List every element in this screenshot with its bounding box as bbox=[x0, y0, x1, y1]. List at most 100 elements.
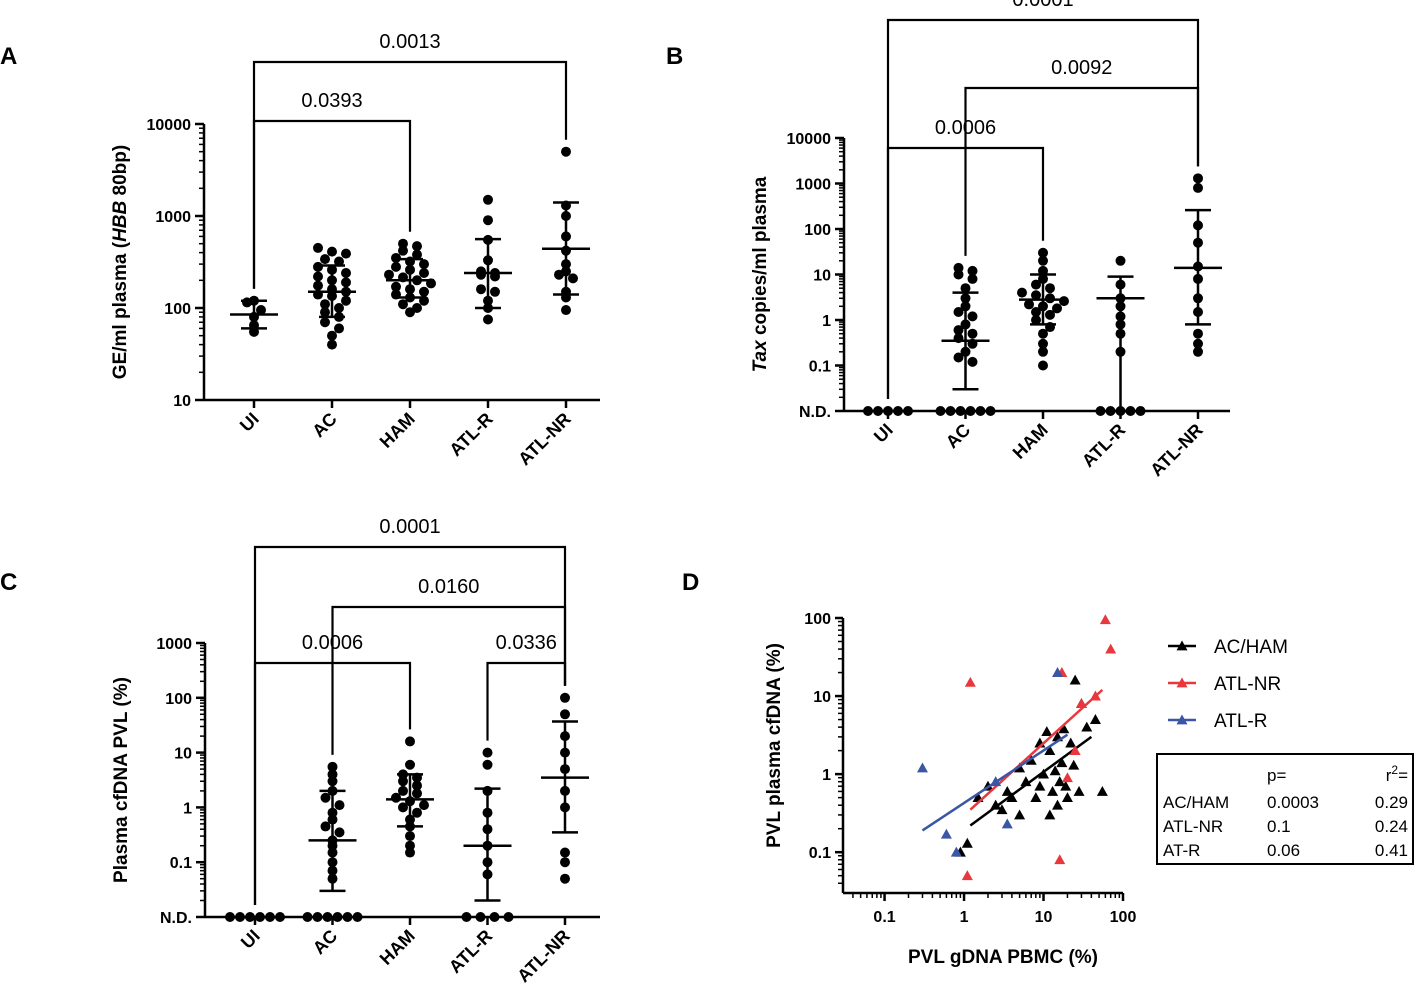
panel-letter-d: D bbox=[682, 569, 699, 596]
d-ytick-label-0: 0.1 bbox=[809, 845, 831, 862]
b-bracket-pvalue-0: 0.0001 bbox=[1012, 0, 1073, 11]
c-point-HAM bbox=[412, 807, 422, 818]
panel-letter-b: B bbox=[666, 43, 683, 70]
a-point-HAM bbox=[391, 261, 401, 272]
b-point-AC bbox=[960, 283, 971, 294]
c-point-AC bbox=[342, 912, 353, 922]
c-category-label-0: UI bbox=[237, 926, 264, 953]
b-point-HAM bbox=[1038, 346, 1048, 357]
d-point-AC/HAM bbox=[1006, 792, 1018, 803]
c-point-HAM bbox=[405, 831, 415, 842]
c-point-AC bbox=[334, 800, 345, 811]
c-ytick-label-0: N.D. bbox=[160, 910, 192, 927]
c-point-AC bbox=[352, 912, 363, 922]
c-point-ATL-NR bbox=[560, 873, 570, 884]
c-bracket-pvalue-1: 0.0160 bbox=[418, 576, 479, 598]
b-point-HAM bbox=[1031, 306, 1041, 317]
d-point-ATL-NR bbox=[1061, 772, 1073, 783]
a-point-ATL-R bbox=[483, 215, 493, 226]
c-bracket-1 bbox=[331, 605, 567, 755]
b-point-HAM bbox=[1031, 279, 1041, 290]
d-xtick-label-0: 0.1 bbox=[873, 909, 895, 926]
c-point-HAM bbox=[391, 792, 401, 803]
a-point-AC bbox=[327, 339, 337, 350]
c-point-ATL-NR bbox=[560, 709, 570, 720]
d-ytick-label-1: 1 bbox=[822, 767, 831, 784]
b-point-HAM bbox=[1038, 338, 1048, 349]
b-point-HAM bbox=[1052, 303, 1062, 314]
d-point-ATL-R bbox=[940, 828, 952, 839]
a-point-AC bbox=[313, 261, 323, 272]
a-point-ATL-R bbox=[476, 269, 486, 280]
d-stats-header-r2-eq: = bbox=[1398, 766, 1408, 785]
c-ytick-label-5: 1000 bbox=[156, 636, 192, 653]
b-bracket-2 bbox=[886, 146, 1045, 399]
d-point-AC/HAM bbox=[1073, 785, 1085, 796]
d-point-AC/HAM bbox=[1030, 792, 1042, 803]
b-point-ATL-R bbox=[1115, 255, 1126, 266]
d-fit-line-AC/HAM bbox=[969, 735, 1093, 827]
a-ytick-label-1: 100 bbox=[164, 301, 191, 318]
b-category-label-2: HAM bbox=[1009, 420, 1052, 463]
d-stats-row-r2-0: 0.29 bbox=[1375, 793, 1408, 812]
panel-letter-a: A bbox=[0, 43, 17, 70]
a-point-AC bbox=[341, 268, 351, 279]
d-ytick-label-3: 100 bbox=[804, 611, 831, 628]
a-point-AC bbox=[341, 248, 351, 259]
a-point-UI bbox=[256, 305, 266, 316]
b-category-label-4: ATL-NR bbox=[1146, 420, 1207, 481]
b-point-ATL-NR bbox=[1193, 173, 1203, 184]
b-ylabel: Tax copies/ml plasma bbox=[750, 176, 771, 372]
d-point-ATL-NR bbox=[1099, 614, 1111, 625]
b-point-UI bbox=[873, 406, 883, 416]
a-point-ATL-NR bbox=[554, 269, 564, 280]
c-ylabel-part-0: Plasma cfDNA PVL (%) bbox=[111, 677, 132, 883]
c-point-AC bbox=[332, 912, 343, 922]
a-ylabel-part-1: HBB bbox=[110, 200, 131, 241]
d-point-ATL-R bbox=[1052, 667, 1064, 677]
d-stats-row-r2-1: 0.24 bbox=[1375, 817, 1408, 836]
a-point-ATL-R bbox=[476, 284, 486, 295]
d-legend-marker-ATL-NR bbox=[1176, 677, 1188, 688]
c-point-ATL-R bbox=[482, 759, 493, 770]
panel-b-chart: N.D. 0.1 1 10 100 1000 10000 Tax copies/ml plas… bbox=[750, 0, 1230, 480]
b-point-HAM bbox=[1031, 315, 1041, 325]
c-point-ATL-NR bbox=[560, 847, 570, 858]
a-category-label-0: UI bbox=[236, 409, 263, 436]
d-point-AC/HAM bbox=[1041, 726, 1053, 737]
c-point-AC bbox=[327, 776, 338, 787]
b-point-AC bbox=[953, 352, 964, 363]
a-point-ATL-NR bbox=[561, 305, 571, 316]
a-point-ATL-R bbox=[483, 194, 493, 205]
c-point-HAM bbox=[419, 800, 429, 811]
b-point-AC bbox=[965, 406, 976, 416]
c-bracket-pvalue-0: 0.0001 bbox=[379, 516, 440, 538]
b-point-ATL-R bbox=[1095, 406, 1106, 416]
a-point-UI bbox=[242, 297, 252, 308]
b-point-AC bbox=[967, 265, 978, 276]
d-point-ATL-R bbox=[950, 846, 962, 857]
b-category-label-3: ATL-R bbox=[1078, 420, 1129, 471]
b-point-UI bbox=[863, 406, 873, 416]
panel-d-chart: 0.1 1 10 100 0.1 1 10 100 PVL gDNA PBMC (%) PVL p… bbox=[764, 611, 1414, 968]
d-point-AC/HAM bbox=[1034, 780, 1046, 791]
c-point-HAM bbox=[405, 847, 415, 858]
d-point-AC/HAM bbox=[1054, 776, 1066, 787]
c-point-AC bbox=[320, 821, 331, 832]
b-point-AC bbox=[967, 328, 978, 339]
b-ytick-label-0: N.D. bbox=[799, 404, 831, 421]
d-legend-marker-ATL-R bbox=[1176, 714, 1188, 725]
b-point-ATL-R bbox=[1135, 406, 1146, 416]
c-bracket-pvalue-2: 0.0006 bbox=[302, 632, 363, 654]
a-point-HAM bbox=[412, 241, 422, 252]
d-legend-label-ATL-NR: ATL-NR bbox=[1214, 674, 1281, 695]
b-ytick-label-6: 10000 bbox=[787, 131, 832, 148]
a-point-AC bbox=[320, 254, 330, 265]
d-point-AC/HAM bbox=[1038, 768, 1050, 779]
d-stats-row-label-2: AT-R bbox=[1163, 841, 1200, 860]
d-point-AC/HAM bbox=[996, 804, 1008, 815]
b-point-HAM bbox=[1038, 255, 1048, 266]
c-point-UI bbox=[245, 912, 255, 922]
a-point-AC bbox=[341, 295, 351, 306]
b-ytick-label-3: 10 bbox=[813, 268, 831, 285]
